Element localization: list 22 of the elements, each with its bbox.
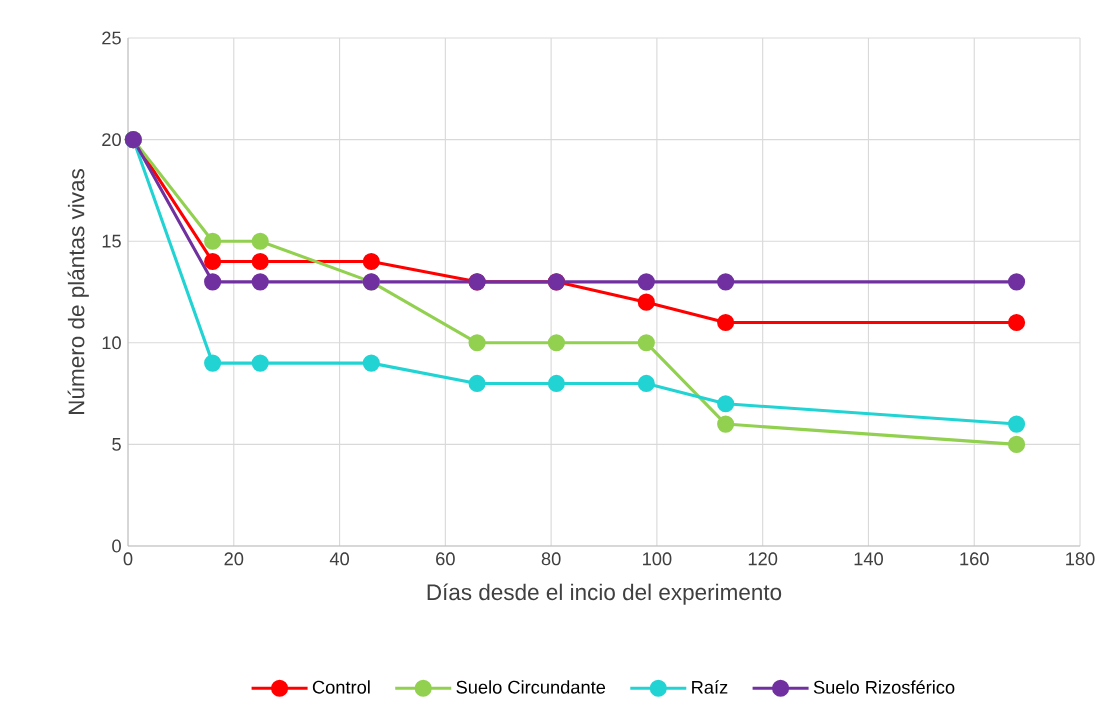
legend-label: Control [312, 680, 370, 694]
y-tick-label: 10 [102, 336, 121, 350]
x-tick-label: 120 [748, 552, 778, 566]
x-tick-label: 40 [329, 552, 350, 566]
legend-label: Suelo Circundante [456, 680, 606, 694]
x-tick-label: 100 [643, 552, 672, 566]
x-axis-title: Días desde el incio del experimento [427, 583, 782, 605]
x-tick-label: 180 [1066, 552, 1095, 566]
y-tick-label: 25 [102, 31, 121, 45]
x-tick-label: 160 [960, 552, 989, 566]
y-axis-title: Número de plántas vivas [67, 169, 89, 414]
legend-label: Raíz [692, 680, 728, 694]
x-tick-label: 80 [541, 552, 561, 566]
y-tick-label: 5 [112, 438, 121, 451]
x-tick-label: 140 [854, 552, 883, 566]
x-tick-label: 0 [123, 552, 133, 566]
y-tick-label: 15 [102, 234, 121, 248]
legend-label: Suelo Rizosférico [813, 680, 955, 694]
x-tick-label: 20 [224, 552, 244, 566]
y-tick-label: 0 [112, 539, 121, 553]
x-tick-label: 60 [436, 552, 455, 566]
y-tick-label: 20 [102, 133, 121, 147]
